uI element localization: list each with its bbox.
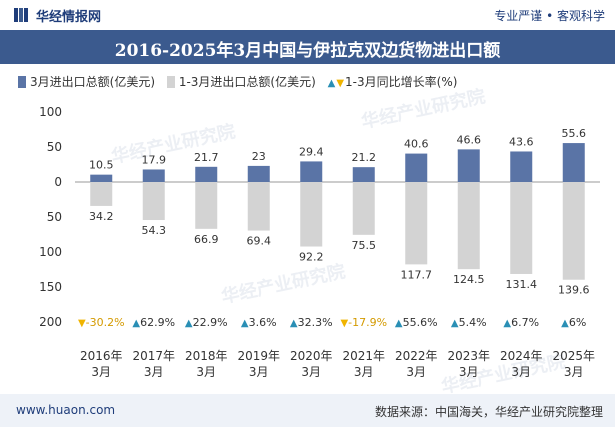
x-tick-label: 2018年 3月 xyxy=(185,349,228,379)
growth-label: ▲32.3% xyxy=(290,316,333,329)
legend-swatch-ytd xyxy=(166,76,175,88)
legend-item-ytd: 1-3月进出口总额(亿美元) xyxy=(166,73,316,90)
data-label-monthly: 23 xyxy=(252,150,266,163)
y-tick-label: 50 xyxy=(47,140,62,154)
chart: 100 50 0 50 100 150 200 10.5 34.2 ▼-30.2% 2016年 3月 1… xyxy=(39,105,600,379)
data-label-monthly: 29.4 xyxy=(299,145,324,158)
growth-label: ▲6% xyxy=(561,316,586,329)
data-label-monthly: 21.2 xyxy=(352,151,377,164)
x-tick-label: 2023年 3月 xyxy=(447,349,490,379)
data-label-ytd: 66.9 xyxy=(194,233,219,246)
data-label-ytd: 92.2 xyxy=(299,251,324,264)
bar-ytd xyxy=(562,182,585,280)
growth-label: ▲55.6% xyxy=(395,316,438,329)
bar-monthly xyxy=(300,161,323,182)
legend-swatch-monthly xyxy=(18,76,26,88)
growth-label: ▲22.9% xyxy=(185,316,228,329)
data-label-ytd: 54.3 xyxy=(142,224,167,237)
data-label-ytd: 139.6 xyxy=(558,284,590,297)
bar-ytd xyxy=(405,182,428,265)
growth-label: ▲62.9% xyxy=(132,316,175,329)
x-tick-label: 2016年 3月 xyxy=(80,349,123,379)
x-tick-label: 2017年 3月 xyxy=(132,349,175,379)
bar-ytd xyxy=(510,182,533,274)
x-tick-label: 2019年 3月 xyxy=(237,349,280,379)
x-tick-label: 2025年 3月 xyxy=(552,349,595,379)
brand-name: 华经情报网 xyxy=(36,10,102,25)
legend: 3月进出口总额(亿美元) 1-3月进出口总额(亿美元) ▲▼1-3月同比增长率(… xyxy=(18,73,465,90)
data-label-monthly: 40.6 xyxy=(404,138,429,151)
legend-item-growth: ▲▼1-3月同比增长率(%) xyxy=(328,73,458,90)
legend-triangle-up-icon: ▲ xyxy=(327,78,336,89)
growth-label: ▲6.7% xyxy=(503,316,539,329)
legend-label-monthly: 3月进出口总额(亿美元) xyxy=(30,75,155,89)
data-label-ytd: 75.5 xyxy=(352,239,377,252)
bar-ytd xyxy=(247,182,270,231)
data-label-monthly: 17.9 xyxy=(142,153,167,166)
data-source: 数据来源：中国海关，华经产业研究院整理 xyxy=(374,405,603,419)
y-tick-label: 50 xyxy=(47,210,62,224)
title-bar: 2016-2025年3月中国与伊拉克双边货物进出口额 xyxy=(0,30,615,64)
bar-monthly xyxy=(510,151,533,182)
data-label-ytd: 69.4 xyxy=(247,235,272,248)
data-label-ytd: 131.4 xyxy=(506,278,538,291)
data-label-ytd: 117.7 xyxy=(401,268,433,281)
bar-ytd xyxy=(457,182,480,270)
data-label-ytd: 34.2 xyxy=(89,210,114,223)
x-tick-label: 2020年 3月 xyxy=(290,349,333,379)
growth-label: ▼-30.2% xyxy=(78,316,125,329)
y-tick-label: 0 xyxy=(54,175,62,189)
website[interactable]: www.huaon.com xyxy=(16,403,116,417)
x-tick-label: 2024年 3月 xyxy=(500,349,543,379)
data-label-monthly: 46.6 xyxy=(457,133,482,146)
slogan: 专业严谨 • 客观科学 xyxy=(494,9,605,23)
legend-label-ytd: 1-3月进出口总额(亿美元) xyxy=(178,75,316,89)
top-bar: 华经情报网 专业严谨 • 客观科学 xyxy=(0,0,615,30)
bar-ytd xyxy=(142,182,165,221)
data-label-monthly: 21.7 xyxy=(194,151,219,164)
bar-monthly xyxy=(405,153,428,182)
legend-triangle-down-icon: ▼ xyxy=(336,78,345,89)
legend-label-growth: 1-3月同比增长率(%) xyxy=(345,75,458,89)
growth-label: ▲5.4% xyxy=(451,316,487,329)
bar-ytd xyxy=(300,182,323,247)
data-label-monthly: 43.6 xyxy=(509,135,534,148)
data-label-monthly: 55.6 xyxy=(562,127,587,140)
bar-monthly xyxy=(90,174,113,182)
bar-monthly xyxy=(352,167,375,182)
y-tick-label: 100 xyxy=(39,245,62,259)
x-tick-label: 2021年 3月 xyxy=(342,349,385,379)
growth-label: ▲3.6% xyxy=(241,316,277,329)
data-label-monthly: 10.5 xyxy=(89,159,114,172)
bar-monthly xyxy=(562,143,585,182)
bar-ytd xyxy=(352,182,375,235)
growth-label: ▼-17.9% xyxy=(340,316,387,329)
bar-ytd xyxy=(195,182,218,229)
footer: www.huaon.com 数据来源：中国海关，华经产业研究院整理 xyxy=(0,394,615,427)
y-tick-label: 150 xyxy=(39,280,62,294)
chart-title: 2016-2025年3月中国与伊拉克双边货物进出口额 xyxy=(114,41,501,61)
legend-item-monthly: 3月进出口总额(亿美元) xyxy=(18,73,155,90)
bar-monthly xyxy=(247,165,270,182)
bar-monthly xyxy=(195,166,218,182)
bar-monthly xyxy=(457,149,480,182)
y-tick-label: 200 xyxy=(39,315,62,329)
bar-ytd xyxy=(90,182,113,206)
bar-monthly xyxy=(142,169,165,182)
logo-icon xyxy=(14,8,28,22)
y-tick-label: 100 xyxy=(39,105,62,119)
data-label-ytd: 124.5 xyxy=(453,273,485,286)
x-tick-label: 2022年 3月 xyxy=(395,349,438,379)
